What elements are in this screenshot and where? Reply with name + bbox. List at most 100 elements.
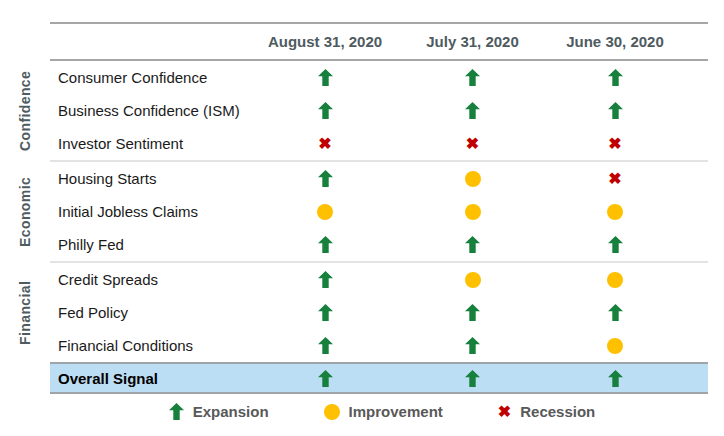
table-row: Investor Sentiment ✖ ✖ ✖ [50, 127, 708, 160]
expansion-arrow-icon [318, 102, 333, 119]
improvement-circle-icon [607, 204, 623, 220]
expansion-arrow-icon [608, 69, 623, 86]
expansion-arrow-icon [318, 370, 333, 387]
group-financial: FinancialCredit SpreadsFed PolicyFinanci… [50, 263, 708, 362]
expansion-arrow-icon [608, 370, 623, 387]
improvement-circle-icon [465, 171, 481, 187]
signal-cell [250, 236, 400, 253]
expansion-arrow-icon [608, 236, 623, 253]
signal-table: August 31, 2020 July 31, 2020 June 30, 2… [50, 22, 708, 394]
expansion-arrow-icon [318, 304, 333, 321]
table-row: Consumer Confidence [50, 61, 708, 94]
signal-cell [250, 170, 400, 187]
expansion-arrow-icon [465, 304, 480, 321]
expansion-arrow-icon [318, 236, 333, 253]
signal-cell [545, 338, 685, 354]
signal-cell: ✖ [250, 136, 400, 152]
row-label: Initial Jobless Claims [50, 203, 250, 220]
signal-cell [545, 102, 685, 119]
group-label: Financial [10, 263, 40, 362]
row-label: Business Confidence (ISM) [50, 102, 250, 119]
signal-cell [400, 171, 545, 187]
signal-cell: ✖ [545, 171, 685, 187]
table-row: Credit Spreads [50, 263, 708, 296]
recession-x-icon: ✖ [318, 136, 331, 152]
column-header-june: June 30, 2020 [545, 33, 685, 50]
legend-item-expansion: Expansion [169, 403, 269, 420]
signal-cell [545, 272, 685, 288]
expansion-arrow-icon [608, 304, 623, 321]
legend: Expansion Improvement ✖ Recession [40, 403, 724, 420]
expansion-arrow-icon [465, 236, 480, 253]
signal-cell [250, 304, 400, 321]
signal-cell [250, 102, 400, 119]
signal-cell [400, 337, 545, 354]
legend-item-improvement: Improvement [324, 403, 443, 420]
signal-cell [250, 271, 400, 288]
recession-x-icon: ✖ [466, 136, 479, 152]
row-label: Philly Fed [50, 236, 250, 253]
improvement-circle-icon [317, 204, 333, 220]
signal-cell [545, 304, 685, 321]
improvement-circle-icon [324, 404, 340, 420]
signal-cell: ✖ [400, 136, 545, 152]
improvement-circle-icon [465, 272, 481, 288]
group-label: Confidence [10, 61, 40, 160]
row-label: Fed Policy [50, 304, 250, 321]
signal-cell [400, 304, 545, 321]
table-row: Housing Starts ✖ [50, 162, 708, 195]
recession-x-icon: ✖ [498, 404, 511, 420]
signal-cell [400, 204, 545, 220]
table-row: Fed Policy [50, 296, 708, 329]
column-header-july: July 31, 2020 [400, 33, 545, 50]
expansion-arrow-icon [318, 271, 333, 288]
improvement-circle-icon [465, 204, 481, 220]
improvement-circle-icon [607, 272, 623, 288]
table-header: August 31, 2020 July 31, 2020 June 30, 2… [50, 24, 708, 61]
recession-x-icon: ✖ [608, 136, 621, 152]
legend-label: Recession [520, 403, 595, 420]
signal-cell [545, 236, 685, 253]
expansion-arrow-icon [318, 170, 333, 187]
overall-row-label: Overall Signal [50, 370, 250, 387]
expansion-arrow-icon [608, 102, 623, 119]
expansion-arrow-icon [465, 370, 480, 387]
signal-cell [400, 236, 545, 253]
signal-cell [400, 370, 545, 387]
table-row: Philly Fed [50, 228, 708, 261]
expansion-arrow-icon [465, 69, 480, 86]
legend-label: Improvement [349, 403, 443, 420]
row-label: Investor Sentiment [50, 135, 250, 152]
expansion-arrow-icon [465, 337, 480, 354]
expansion-arrow-icon [318, 69, 333, 86]
column-header-august: August 31, 2020 [250, 33, 400, 50]
legend-label: Expansion [193, 403, 269, 420]
expansion-arrow-icon [465, 102, 480, 119]
signal-cell [250, 69, 400, 86]
row-label: Consumer Confidence [50, 69, 250, 86]
signal-cell [400, 69, 545, 86]
signal-cell [545, 370, 685, 387]
improvement-circle-icon [607, 338, 623, 354]
expansion-arrow-icon [318, 337, 333, 354]
legend-item-recession: ✖ Recession [498, 403, 595, 420]
signal-dashboard: August 31, 2020 July 31, 2020 June 30, 2… [0, 0, 724, 436]
signal-cell [545, 69, 685, 86]
table-row: Financial Conditions [50, 329, 708, 362]
row-label: Financial Conditions [50, 337, 250, 354]
group-economic: EconomicHousing Starts✖Initial Jobless C… [50, 162, 708, 263]
group-confidence: ConfidenceConsumer ConfidenceBusiness Co… [50, 61, 708, 162]
expansion-arrow-icon [169, 403, 184, 420]
group-label: Economic [10, 162, 40, 261]
overall-row: Overall Signal [50, 362, 708, 394]
signal-cell: ✖ [545, 136, 685, 152]
table-row: Initial Jobless Claims [50, 195, 708, 228]
signal-cell [250, 370, 400, 387]
table-row: Business Confidence (ISM) [50, 94, 708, 127]
row-label: Housing Starts [50, 170, 250, 187]
signal-cell [400, 272, 545, 288]
signal-cell [545, 204, 685, 220]
table-groups: ConfidenceConsumer ConfidenceBusiness Co… [50, 61, 708, 362]
row-label: Credit Spreads [50, 271, 250, 288]
signal-cell [400, 102, 545, 119]
